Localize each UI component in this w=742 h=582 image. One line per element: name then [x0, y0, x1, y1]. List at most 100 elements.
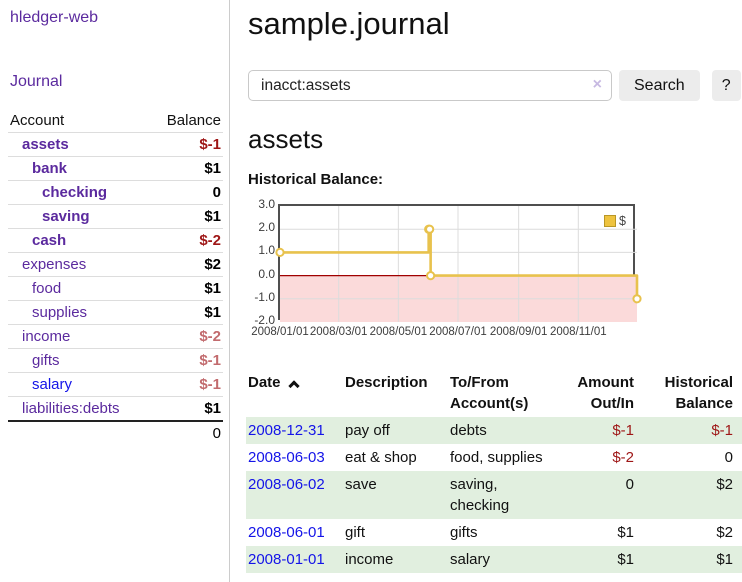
search-input[interactable] — [248, 70, 612, 101]
account-row: liabilities:debts $1 — [8, 396, 223, 420]
register-row: 2008-01-01 income salary $1 $1 — [246, 546, 742, 573]
register-description: gift — [345, 524, 366, 541]
x-tick-label: 2008/03/01 — [309, 326, 368, 338]
account-link[interactable]: income — [22, 328, 71, 345]
account-link[interactable]: liabilities:debts — [22, 400, 120, 417]
sidebar-item-journal[interactable]: Journal — [10, 73, 63, 90]
historical-balance-chart: 3.0 2.0 1.0 0.0 -1.0 -2.0 $ 2008/01/01 2008/03… — [248, 197, 742, 347]
register-row: 2008-12-31 pay off debts $-1 $-1 — [246, 417, 742, 444]
column-header-amount: Amount Out/In — [577, 374, 634, 412]
account-row: gifts $-1 — [8, 348, 223, 372]
account-row: salary $-1 — [8, 372, 223, 396]
register-amount: $1 — [617, 524, 634, 541]
register-amount: 0 — [625, 476, 634, 493]
account-balance: $-1 — [199, 136, 221, 153]
account-link[interactable]: checking — [42, 184, 108, 201]
register-date-cell: 2008-06-03 — [246, 444, 345, 471]
register-balance: $1 — [716, 551, 733, 568]
chart-legend: $ — [604, 214, 626, 228]
accounts-panel: Account Balance assets $-1 bank $1 check… — [8, 108, 223, 444]
legend-swatch-icon — [604, 215, 617, 227]
account-row: bank $1 — [8, 156, 223, 180]
register-date-link[interactable]: 2008-01-01 — [248, 551, 325, 568]
sort-ascending-icon — [287, 380, 300, 392]
column-header-description: Description — [345, 374, 428, 391]
register-date-cell: 2008-06-01 — [246, 519, 345, 546]
column-header-date[interactable]: Date — [246, 369, 345, 417]
register-accounts: saving, checking — [450, 476, 510, 514]
y-tick-label: 3.0 — [258, 197, 275, 211]
register-table: Date Description To/From Account(s) Amou… — [246, 369, 742, 573]
account-link[interactable]: cash — [32, 232, 67, 249]
register-balance: $2 — [716, 524, 733, 541]
account-link[interactable]: assets — [22, 136, 69, 153]
sidebar: hledger-web Journal Account Balance asse… — [0, 0, 230, 582]
account-balance: $-1 — [199, 352, 221, 369]
register-accounts: gifts — [450, 524, 478, 541]
x-tick-label: 2008/11/01 — [549, 326, 607, 338]
register-accounts: salary — [450, 551, 491, 568]
account-link[interactable]: saving — [42, 208, 90, 225]
register-amount: $1 — [617, 551, 634, 568]
main-content: sample.journal × Search ? assets Histori… — [246, 0, 742, 573]
register-date-cell: 2008-06-02 — [246, 471, 345, 519]
column-header-accounts: To/From Account(s) — [450, 374, 529, 412]
register-date-link[interactable]: 2008-06-01 — [248, 524, 325, 541]
account-link[interactable]: bank — [32, 160, 68, 177]
app-brand-link[interactable]: hledger-web — [10, 9, 99, 26]
register-row: 2008-06-02 save saving, checking 0 $2 — [246, 471, 742, 519]
account-link[interactable]: expenses — [22, 256, 87, 273]
register-date-link[interactable]: 2008-06-03 — [248, 449, 325, 466]
help-button[interactable]: ? — [711, 70, 741, 101]
chart-title: Historical Balance: — [248, 171, 384, 188]
account-balance: $1 — [204, 160, 221, 177]
register-description: pay off — [345, 422, 390, 439]
accounts-header-balance: Balance — [166, 111, 221, 129]
register-accounts: debts — [450, 422, 487, 439]
column-header-balance: Historical Balance — [664, 374, 733, 412]
register-amount: $-2 — [612, 449, 634, 466]
register-date-link[interactable]: 2008-12-31 — [248, 422, 325, 439]
register-balance: $2 — [716, 476, 733, 493]
x-tick-label: 2008/07/01 — [429, 326, 487, 338]
account-link[interactable]: gifts — [32, 352, 60, 369]
clear-search-icon[interactable]: × — [592, 76, 602, 93]
account-balance: $1 — [204, 400, 221, 417]
account-balance: $-1 — [199, 376, 221, 393]
account-balance: $1 — [204, 208, 221, 225]
account-balance: $1 — [204, 280, 221, 297]
account-row: supplies $1 — [8, 300, 223, 324]
account-link[interactable]: food — [32, 280, 62, 297]
account-link[interactable]: supplies — [32, 304, 88, 321]
account-row: cash $-2 — [8, 228, 223, 252]
account-row: saving $1 — [8, 204, 223, 228]
register-amount: $-1 — [612, 422, 634, 439]
account-balance: $1 — [204, 304, 221, 321]
x-tick-label: 2008/05/01 — [369, 326, 428, 338]
account-balance: $-2 — [199, 232, 221, 249]
y-tick-label: 1.0 — [258, 243, 275, 258]
register-description: save — [345, 476, 377, 493]
accounts-total-row: 0 — [8, 420, 223, 444]
chart-plot-area: $ — [275, 204, 642, 322]
x-tick-label: 2008/09/01 — [489, 326, 548, 338]
search-bar: × Search ? — [248, 70, 742, 101]
account-row: checking 0 — [8, 180, 223, 204]
account-row: assets $-1 — [8, 132, 223, 156]
register-description: eat & shop — [345, 449, 417, 466]
account-link[interactable]: salary — [32, 376, 73, 393]
register-row: 2008-06-03 eat & shop food, supplies $-2… — [246, 444, 742, 471]
accounts-header-account: Account — [10, 111, 65, 129]
register-description: income — [345, 551, 394, 568]
y-tick-label: -2.0 — [254, 313, 275, 327]
chart-x-axis: 2008/01/01 2008/03/01 2008/05/01 2008/07/01… — [251, 326, 742, 340]
account-row: food $1 — [8, 276, 223, 300]
register-date-link[interactable]: 2008-06-02 — [248, 476, 325, 493]
search-button[interactable]: Search — [619, 70, 700, 101]
account-balance: 0 — [212, 184, 221, 201]
register-date-cell: 2008-12-31 — [246, 417, 345, 444]
page-title: sample.journal — [248, 6, 450, 41]
register-row: 2008-06-01 gift gifts $1 $2 — [246, 519, 742, 546]
account-balance: $2 — [204, 256, 221, 273]
account-balance: $-2 — [199, 328, 221, 345]
